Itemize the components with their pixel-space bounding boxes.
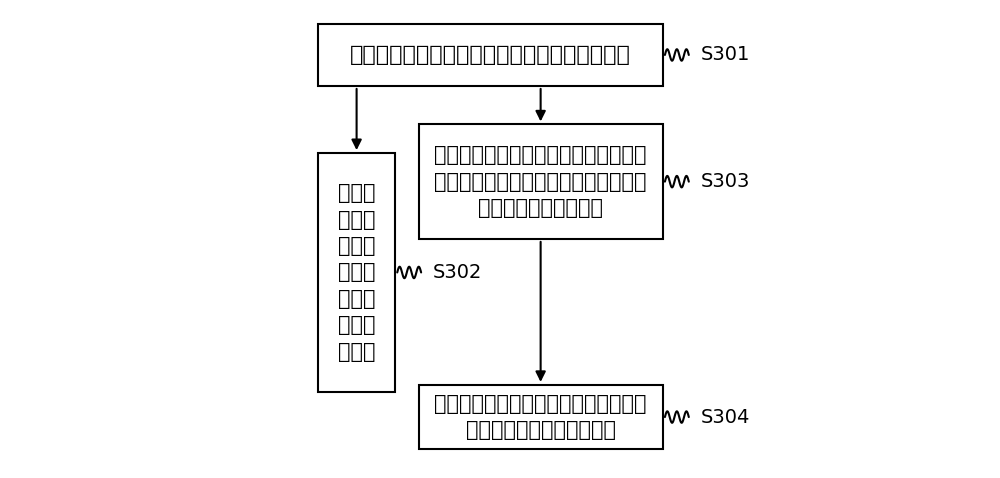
Text: 将驱动信号展宽到设定的时间宽度以驱
动自触发开关的开启与关闭: 将驱动信号展宽到设定的时间宽度以驱 动自触发开关的开启与关闭 xyxy=(434,394,647,440)
Text: 将预处理后的信号分为第一子信号与第二子信号: 将预处理后的信号分为第一子信号与第二子信号 xyxy=(350,45,631,65)
FancyBboxPatch shape xyxy=(318,24,663,86)
FancyBboxPatch shape xyxy=(318,153,395,392)
FancyBboxPatch shape xyxy=(419,385,663,449)
Text: 第一子
信号经
过设定
的延时
时间来
进行延
时传输: 第一子 信号经 过设定 的延时 时间来 进行延 时传输 xyxy=(338,183,375,362)
Text: S304: S304 xyxy=(701,408,750,426)
Text: S303: S303 xyxy=(701,172,750,191)
Text: 第二子信号与参考电平进行比较实现信
号的自动检测，并将第二子信号转变为
自触发开关的驱动信号: 第二子信号与参考电平进行比较实现信 号的自动检测，并将第二子信号转变为 自触发开… xyxy=(434,145,647,218)
Text: S301: S301 xyxy=(701,45,750,65)
FancyBboxPatch shape xyxy=(419,124,663,239)
Text: S302: S302 xyxy=(433,263,482,282)
